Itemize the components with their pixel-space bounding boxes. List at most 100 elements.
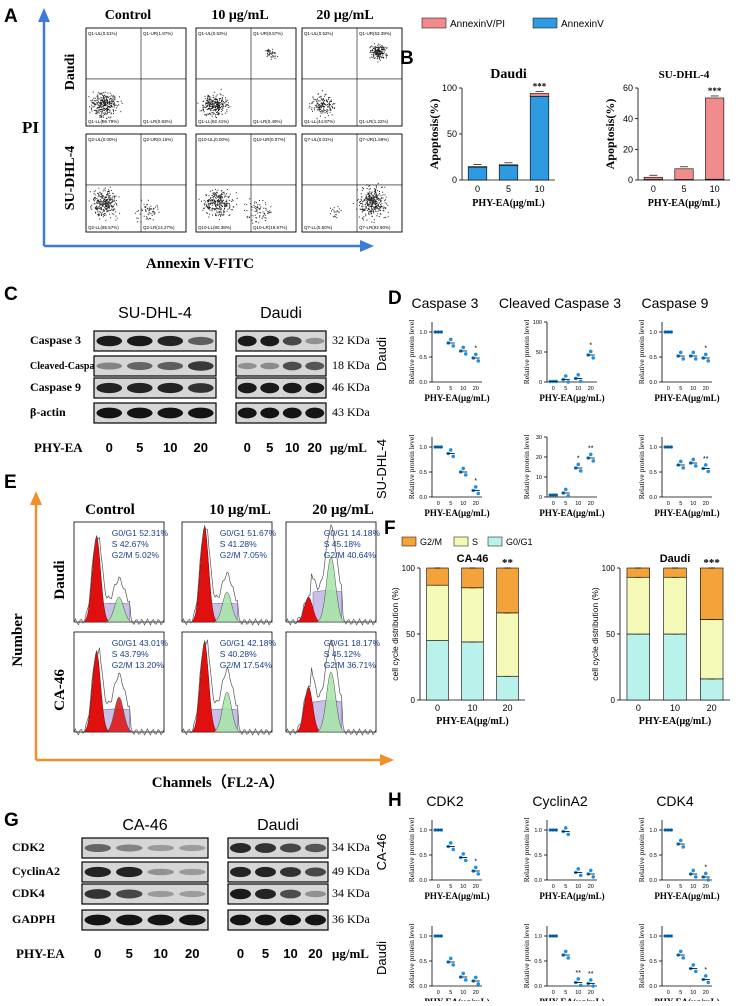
blot-band <box>280 914 301 926</box>
y-tick-label: 50 <box>406 630 415 639</box>
blot-band <box>305 843 326 853</box>
flow-plot-frame <box>195 27 297 127</box>
y-tick-label: 0 <box>611 696 616 705</box>
y-axis-label: Apoptosis(%) <box>427 99 441 170</box>
blot-band <box>116 844 143 852</box>
data-point <box>463 473 468 477</box>
flow-quadrant-ur: Q1-UR(53.39%) <box>359 31 392 36</box>
blot-band <box>280 867 301 877</box>
y-tick-label: 0 <box>452 175 457 185</box>
blot-lane <box>235 377 327 399</box>
x-axis-label: PHY-EA(μg/mL) <box>472 198 545 209</box>
panel-letter-a: A <box>4 6 18 27</box>
y-tick-label: 0.5 <box>649 959 657 965</box>
cycle-fit-line <box>285 639 377 736</box>
blot-band <box>116 866 143 878</box>
x-tick-label: 20 <box>588 386 594 392</box>
flow-events <box>329 182 389 223</box>
stacked-bar-g0g1 <box>626 633 651 701</box>
cycle-g1-peak <box>84 536 109 623</box>
x-tick-label: 20 <box>588 501 594 507</box>
cycle-fit-line <box>73 534 165 626</box>
data-point <box>476 872 481 876</box>
cycle-g2-peak <box>213 691 241 733</box>
blot-band <box>260 407 280 419</box>
y-tick-label: 0.0 <box>649 495 657 501</box>
x-tick-label: 0 <box>437 990 440 996</box>
y-tick-label: 1.0 <box>419 330 427 336</box>
cycle-fit-line <box>181 639 273 736</box>
significance-mark: * <box>577 455 580 462</box>
y-tick-label: 100 <box>402 564 416 573</box>
x-tick-label: 5 <box>506 184 511 194</box>
dot-plot-D-SUDHL4-Caspase9: Relative protein level 0.0 0.5 1.0 PHY-EA(μg… <box>637 435 720 518</box>
data-point <box>678 838 683 843</box>
y-tick-label: 10 <box>536 475 542 481</box>
data-point <box>578 469 583 473</box>
blot-band <box>282 336 302 346</box>
blot-band <box>157 335 184 347</box>
data-point <box>448 448 453 452</box>
stacked-bar-s <box>461 587 484 643</box>
bar-annexinv-pi <box>643 176 663 180</box>
data-point <box>473 865 478 870</box>
blot-band <box>260 382 280 394</box>
data-point <box>566 956 571 960</box>
blot-lane <box>93 377 217 399</box>
flow-quadrant-ll: Q7-LL(5.50%) <box>304 225 333 230</box>
y-tick-label: 50 <box>447 129 457 139</box>
x-axis-label: PHY-EA(μg/mL) <box>424 997 489 1001</box>
x-axis-label: PHY-EA(μg/mL) <box>654 393 719 403</box>
y-tick-label: 50 <box>606 630 615 639</box>
x-tick-label: 20 <box>473 501 479 507</box>
data-point <box>476 982 481 986</box>
blot-treatment-label: PHY-EA <box>16 946 65 961</box>
panel-f-legend: G2/M S G0/G1 <box>401 536 533 547</box>
x-tick-label: 20 <box>707 703 717 713</box>
significance-mark: ** <box>588 445 594 452</box>
x-axis-label: PHY-EA(μg/mL) <box>424 891 489 901</box>
blot-lane <box>235 355 327 377</box>
y-tick-label: 0.5 <box>419 355 427 361</box>
x-tick-label: 10 <box>690 990 696 996</box>
data-point <box>678 459 683 464</box>
y-axis-label: Relative protein level <box>637 320 646 385</box>
x-tick-label: 0 <box>552 501 555 507</box>
blot-band <box>84 889 111 899</box>
blot-band <box>305 407 325 419</box>
flow-dot-plot: Q1-UL(0.53%) Q1-UR(8.57%) Q1-LL(92.41%) Q1-… <box>195 27 297 127</box>
y-tick-label: 1.0 <box>649 934 657 940</box>
x-tick-label: 20 <box>502 703 512 713</box>
data-point <box>693 464 698 468</box>
blot-cell-title: Daudi <box>257 817 299 834</box>
blot-band <box>230 866 251 878</box>
cycle-histogram: G0/G1 51.67%S 41.28%G2/M 7.05% <box>181 521 276 626</box>
chart-title: Daudi <box>660 553 691 565</box>
blot-band <box>96 407 123 419</box>
data-point <box>563 826 568 830</box>
data-point <box>703 871 708 876</box>
flow-quadrant-ur: Q7-UR(1.59%) <box>359 137 389 142</box>
y-tick-label: 30 <box>536 435 542 441</box>
blot-lane <box>93 355 217 377</box>
blot-dose-label: 20 <box>185 946 199 961</box>
blot-band <box>157 407 184 419</box>
significance-mark: * <box>589 342 592 349</box>
cycle-g2-peak <box>105 696 133 733</box>
x-tick-label: 0 <box>437 884 440 890</box>
blot-band <box>282 382 302 394</box>
y-tick-label: 0.5 <box>649 355 657 361</box>
cycle-stat-label: G0/G1 18.17% <box>324 638 381 648</box>
data-point <box>588 868 593 873</box>
dot-plot-H-CA46-CDK2: Relative protein level 0.0 0.5 1.0 PHY-EA(μg… <box>407 818 490 901</box>
legend-annexin-pi: AnnexinV/PI <box>450 19 505 30</box>
legend-annexin: AnnexinV <box>561 19 604 30</box>
stacked-bar-s <box>663 576 687 635</box>
flow-quadrant-ll: Q2-LL(85.57%) <box>88 225 119 230</box>
blot-dose-label: 10 <box>283 946 297 961</box>
flow-quadrant-ur: Q1-UR(1.87%) <box>143 31 173 36</box>
flow-y-label: PI <box>22 118 39 137</box>
data-point <box>693 357 698 361</box>
y-tick-label: 0.5 <box>534 959 542 965</box>
